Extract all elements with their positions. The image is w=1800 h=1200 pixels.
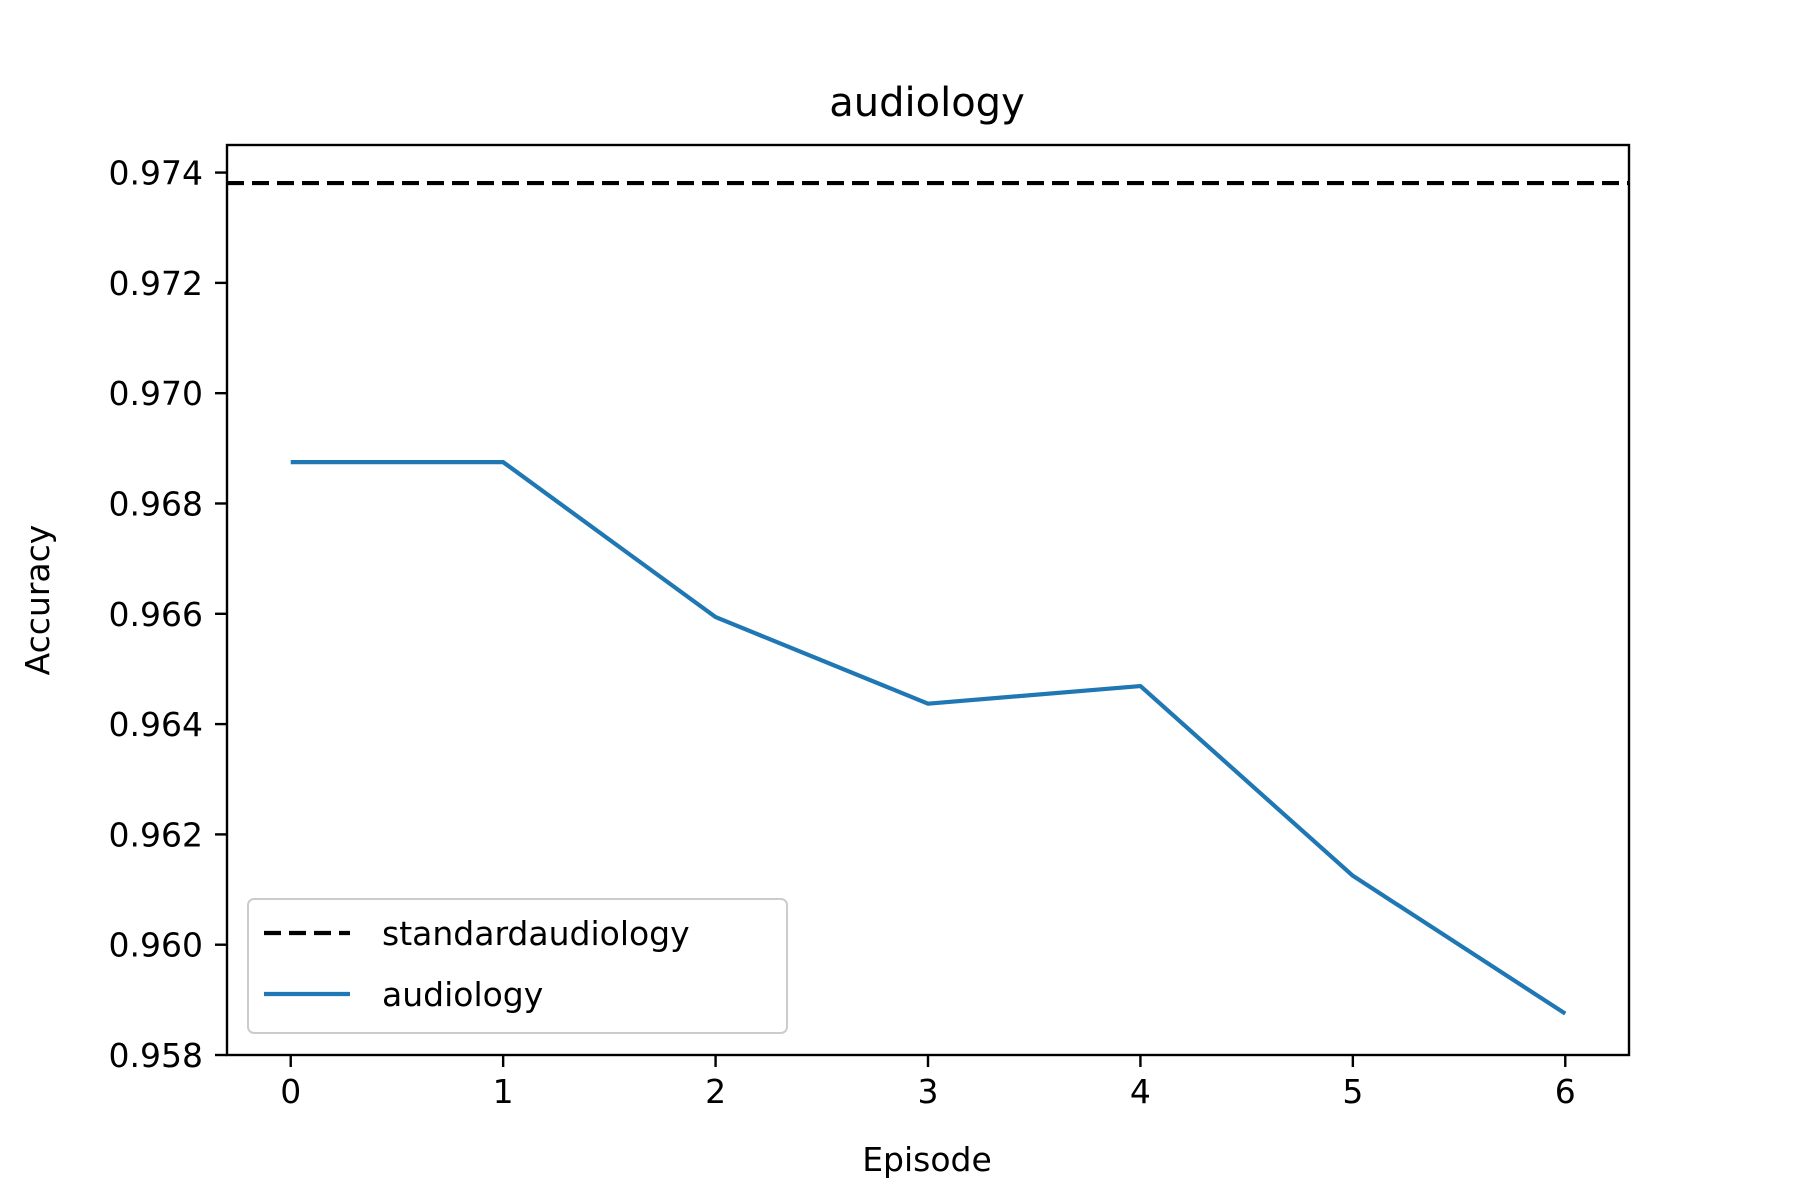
y-tick-label: 0.972 bbox=[109, 264, 203, 303]
y-tick-label: 0.970 bbox=[109, 374, 203, 413]
legend-label-standardaudiology: standardaudiology bbox=[382, 914, 690, 953]
chart-title: audiology bbox=[829, 80, 1025, 126]
y-tick-label: 0.974 bbox=[109, 154, 203, 193]
series-layer bbox=[227, 180, 1629, 1016]
legend-box bbox=[247, 898, 788, 1034]
x-tick-label: 3 bbox=[918, 1072, 939, 1111]
x-axis-label: Episode bbox=[862, 1140, 992, 1179]
x-tick-label: 5 bbox=[1342, 1072, 1363, 1111]
x-axis: 0 1 2 3 4 5 6 bbox=[280, 1055, 1576, 1111]
y-tick-label: 0.964 bbox=[109, 705, 203, 744]
x-tick-label: 0 bbox=[280, 1072, 301, 1111]
x-tick-label: 2 bbox=[705, 1072, 726, 1111]
x-tick-label: 6 bbox=[1555, 1072, 1576, 1111]
y-tick-label: 0.968 bbox=[109, 484, 203, 523]
series-line-audiology bbox=[290, 460, 1567, 1016]
legend-label-audiology: audiology bbox=[382, 975, 543, 1014]
legend: standardaudiology audiology bbox=[247, 898, 788, 1034]
y-axis-label: Accuracy bbox=[18, 525, 57, 676]
y-tick-label: 0.962 bbox=[109, 815, 203, 854]
y-tick-label: 0.960 bbox=[109, 926, 203, 965]
y-axis: 0.958 0.960 0.962 0.964 0.966 0.968 0.970 0.972… bbox=[109, 154, 227, 1075]
y-tick-label: 0.966 bbox=[109, 595, 203, 634]
x-tick-label: 4 bbox=[1130, 1072, 1151, 1111]
y-tick-label: 0.958 bbox=[109, 1036, 203, 1075]
x-tick-label: 1 bbox=[493, 1072, 514, 1111]
